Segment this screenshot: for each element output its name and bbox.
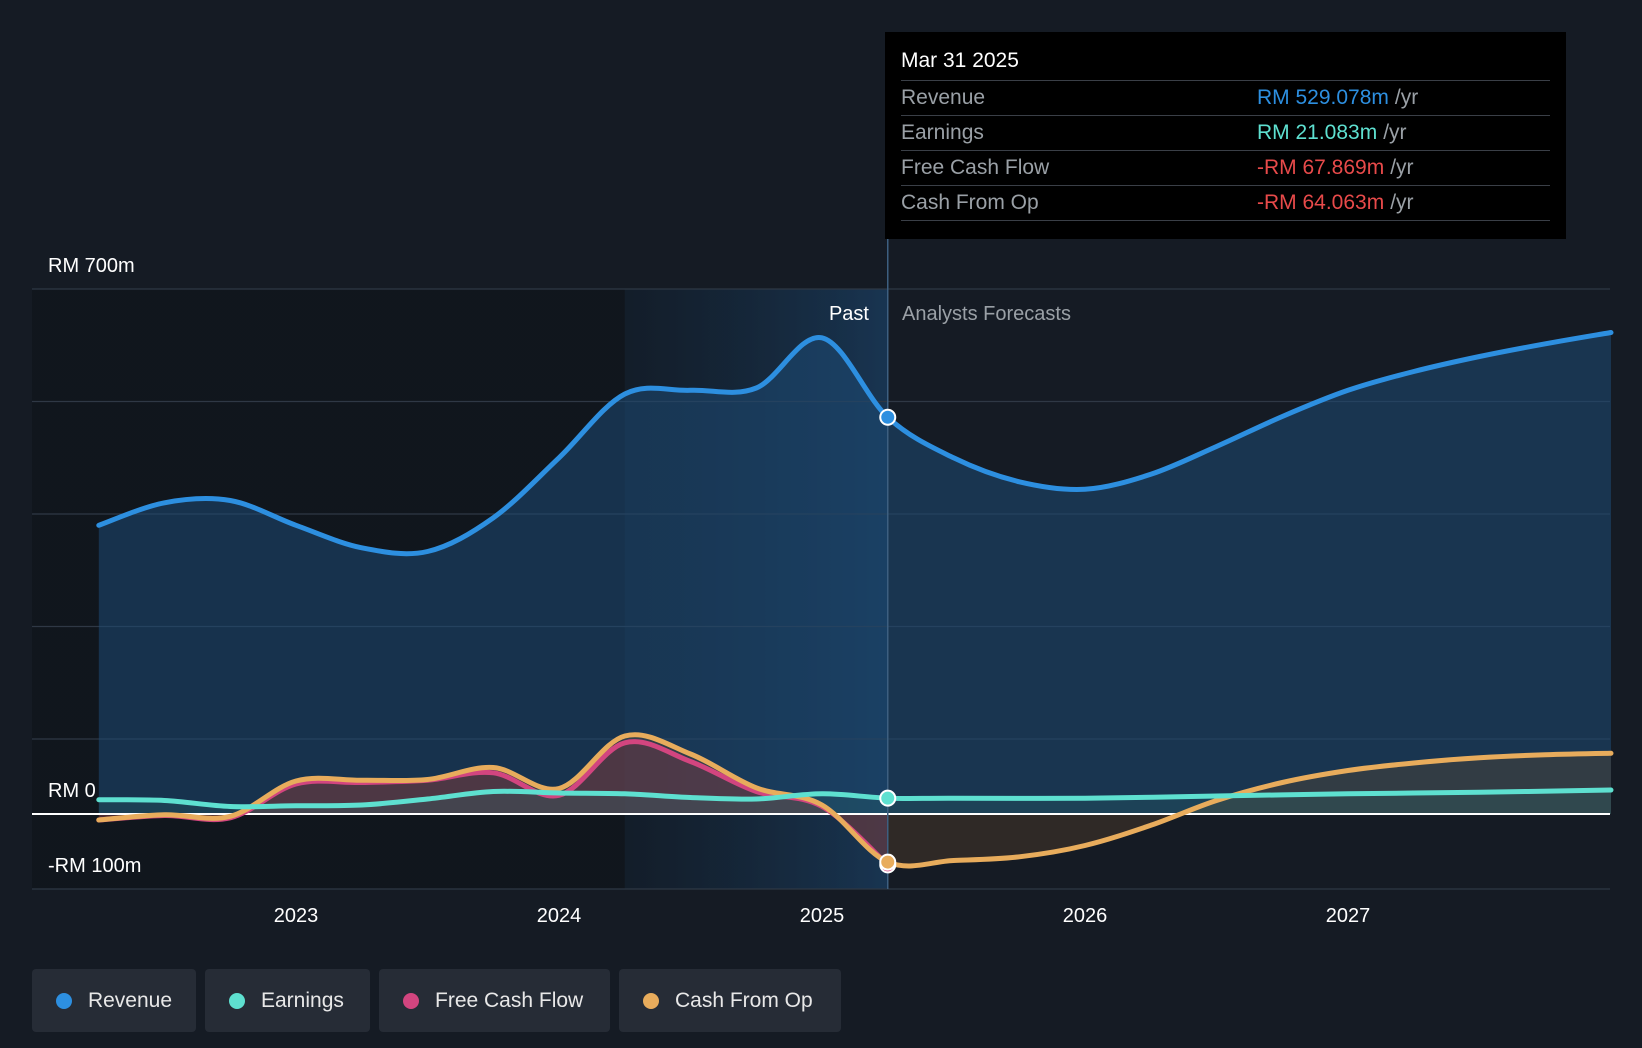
tooltip-value: RM 21.083m xyxy=(1257,121,1378,144)
free-cash-flow-area xyxy=(98,741,888,865)
cash-from-op-line xyxy=(96,732,1614,869)
tooltip-date: Mar 31 2025 xyxy=(901,49,1019,72)
revenue-marker xyxy=(879,408,897,426)
x-tick-label: 2025 xyxy=(800,905,845,927)
tooltip-row-free-cash-flow: Free Cash Flow -RM 67.869m /yr xyxy=(901,150,1550,185)
legend-dot-icon xyxy=(403,992,419,1009)
earnings-marker xyxy=(879,789,897,807)
x-tick-label: 2026 xyxy=(1063,905,1108,927)
x-tick-label: 2024 xyxy=(537,905,582,927)
legend-item-free-cash-flow[interactable]: Free Cash Flow xyxy=(379,969,610,1032)
tooltip-label: Revenue xyxy=(901,86,986,109)
tooltip-unit: /yr xyxy=(1390,156,1414,179)
tooltip-value: RM 529.078m xyxy=(1257,86,1389,109)
tooltip-row-earnings: Earnings RM 21.083m /yr xyxy=(901,115,1550,150)
tooltip-value: -RM 64.063m xyxy=(1257,191,1385,214)
tooltip-value: -RM 67.869m xyxy=(1257,156,1385,179)
series-areas xyxy=(98,332,1611,866)
y-tick-label-top: RM 700m xyxy=(48,255,135,277)
legend-label: Free Cash Flow xyxy=(435,988,584,1012)
legend-label: Earnings xyxy=(261,988,344,1012)
revenue-line xyxy=(96,330,1614,557)
legend-dot-icon xyxy=(229,992,245,1009)
tooltip-unit: /yr xyxy=(1394,86,1419,109)
tooltip-row-revenue: Revenue RM 529.078m /yr xyxy=(901,80,1550,115)
legend-item-earnings[interactable]: Earnings xyxy=(205,969,370,1032)
legend-label: Cash From Op xyxy=(675,988,813,1012)
y-tick-label-bottom: -RM 100m xyxy=(48,855,141,877)
x-tick-label: 2027 xyxy=(1326,905,1371,927)
cash-from-op-marker xyxy=(879,853,897,871)
tooltip-label: Cash From Op xyxy=(901,191,1039,214)
tooltip-label: Free Cash Flow xyxy=(901,156,1050,179)
x-tick-label: 2023 xyxy=(274,905,319,927)
past-label: Past xyxy=(829,303,869,325)
x-axis-ticks: 2023 2024 2025 2026 2027 xyxy=(274,905,1371,927)
forecast-label: Analysts Forecasts xyxy=(902,303,1071,325)
tooltip: Mar 31 2025 Revenue RM 529.078m /yr Earn… xyxy=(885,32,1566,239)
legend-dot-icon xyxy=(56,992,72,1009)
legend-item-revenue[interactable]: Revenue xyxy=(32,969,196,1032)
series-markers xyxy=(879,408,897,874)
tooltip-row-cash-from-op: Cash From Op -RM 64.063m /yr xyxy=(901,185,1550,221)
legend-label: Revenue xyxy=(87,988,172,1012)
y-tick-label-zero: RM 0 xyxy=(48,780,96,802)
legend-dot-icon xyxy=(643,992,659,1009)
series-lines xyxy=(96,330,1614,869)
earnings-line xyxy=(96,787,1614,810)
tooltip-unit: /yr xyxy=(1383,121,1407,144)
tooltip-label: Earnings xyxy=(901,121,984,144)
legend: Revenue Earnings Free Cash Flow Cash Fro… xyxy=(32,969,841,1032)
tooltip-unit: /yr xyxy=(1390,191,1414,214)
revenue-area xyxy=(98,332,1611,814)
legend-item-cash-from-op[interactable]: Cash From Op xyxy=(619,969,841,1032)
